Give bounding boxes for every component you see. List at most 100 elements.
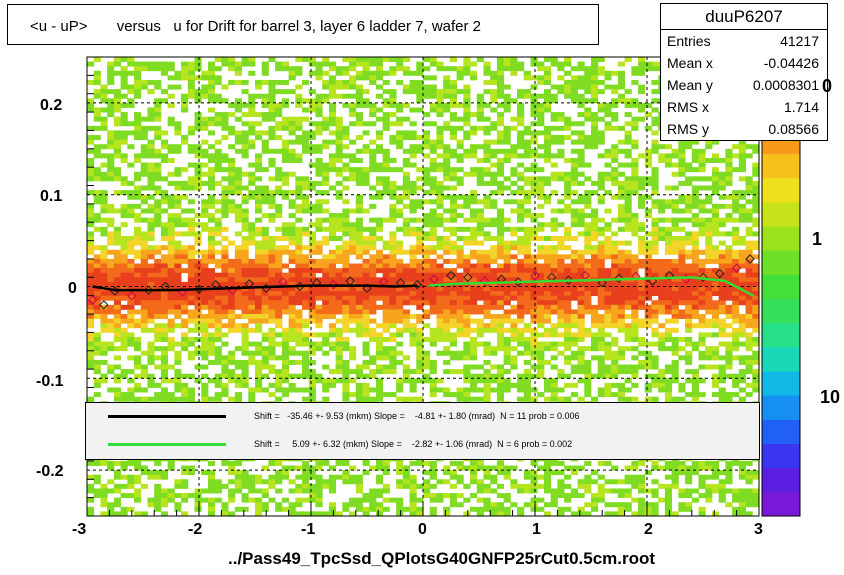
heatmap-cell [416,185,424,191]
heatmap-cell [140,144,148,150]
heatmap-cell [543,93,552,99]
heatmap-cell [449,291,457,297]
heatmap-cell [315,332,323,338]
heatmap-cell [268,291,276,297]
heatmap-cell [591,112,599,118]
heatmap-cell [396,506,404,512]
heatmap-cell [154,162,162,168]
heatmap-cell [147,107,155,113]
heatmap-cell [470,286,478,292]
heatmap-cell [194,336,202,342]
heatmap-cell [490,387,498,393]
heatmap-cell [127,180,135,186]
heatmap-cell [181,249,189,255]
heatmap-cell [315,107,323,113]
heatmap-cell [443,465,451,471]
heatmap-cell [255,497,263,503]
heatmap-cell [577,66,585,72]
heatmap-cell [510,66,518,72]
heatmap-cell [275,61,283,67]
heatmap-cell [423,323,431,329]
heatmap-cell [604,153,612,159]
heatmap-cell [557,148,565,154]
heatmap-cell [564,291,572,297]
heatmap-cell [154,355,162,361]
heatmap-cell [295,291,303,297]
heatmap-cell [443,240,451,246]
heatmap-cell [409,203,417,209]
heatmap-cell [302,387,310,393]
heatmap-cell [557,75,565,81]
heatmap-cell [167,291,175,297]
heatmap-cell [429,465,437,471]
heatmap-cell [308,314,316,320]
heatmap-cell [443,176,451,182]
heatmap-cell [496,116,505,122]
heatmap-cell [362,291,370,297]
heatmap-cell [611,281,619,287]
heatmap-cell [194,323,202,329]
heatmap-cell [194,502,202,508]
heatmap-cell [490,281,498,287]
heatmap-cell [342,318,350,324]
heatmap-cell [537,286,545,292]
heatmap-cell [490,93,498,99]
heatmap-cell [530,281,538,287]
heatmap-cell [342,460,350,466]
heatmap-cell [543,309,552,315]
heatmap-cell [328,295,337,301]
heatmap-cell [436,479,444,485]
heatmap-cell [611,392,619,398]
heatmap-cell [543,291,552,297]
heatmap-cell [362,323,370,329]
heatmap-cell [221,506,229,512]
heatmap-cell [443,327,451,333]
heatmap-cell [335,245,343,251]
heatmap-cell [543,180,552,186]
heatmap-cell [423,130,431,136]
heatmap-cell [456,350,464,356]
heatmap-cell [140,148,148,154]
heatmap-cell [248,240,256,246]
heatmap-cell [577,396,585,402]
heatmap-cell [530,286,538,292]
heatmap-cell [113,511,121,517]
heatmap-cell [355,277,363,283]
heatmap-cell [416,355,424,361]
heatmap-cell [503,346,511,352]
heatmap-cell [604,176,612,182]
heatmap-cell [174,309,182,315]
heatmap-cell [275,190,283,196]
heatmap-cell [201,222,209,228]
heatmap-cell [147,112,155,118]
heatmap-cell [423,180,431,186]
heatmap-cell [449,203,457,209]
heatmap-cell [597,346,605,352]
heatmap-cell [322,208,330,214]
heatmap-cell [228,125,236,131]
heatmap-cell [160,245,169,251]
heatmap-cell [557,318,565,324]
heatmap-cell [349,66,357,72]
heatmap-cell [322,116,330,122]
heatmap-cell [107,171,115,177]
heatmap-cell [382,240,390,246]
heatmap-cell [201,272,209,278]
heatmap-cell [160,327,169,333]
heatmap-cell [382,217,390,223]
heatmap-cell [557,254,565,260]
heatmap-cell [221,323,229,329]
heatmap-cell [160,291,169,297]
heatmap-cell [281,249,289,255]
heatmap-cell [396,130,404,136]
heatmap-cell [322,79,330,85]
heatmap-cell [584,144,592,150]
heatmap-cell [375,148,384,154]
heatmap-cell [523,470,531,476]
heatmap-cell [550,258,558,264]
heatmap-cell [591,116,599,122]
heatmap-cell [470,346,478,352]
heatmap-cell [409,474,417,480]
heatmap-cell [570,180,578,186]
heatmap-cell [268,148,276,154]
